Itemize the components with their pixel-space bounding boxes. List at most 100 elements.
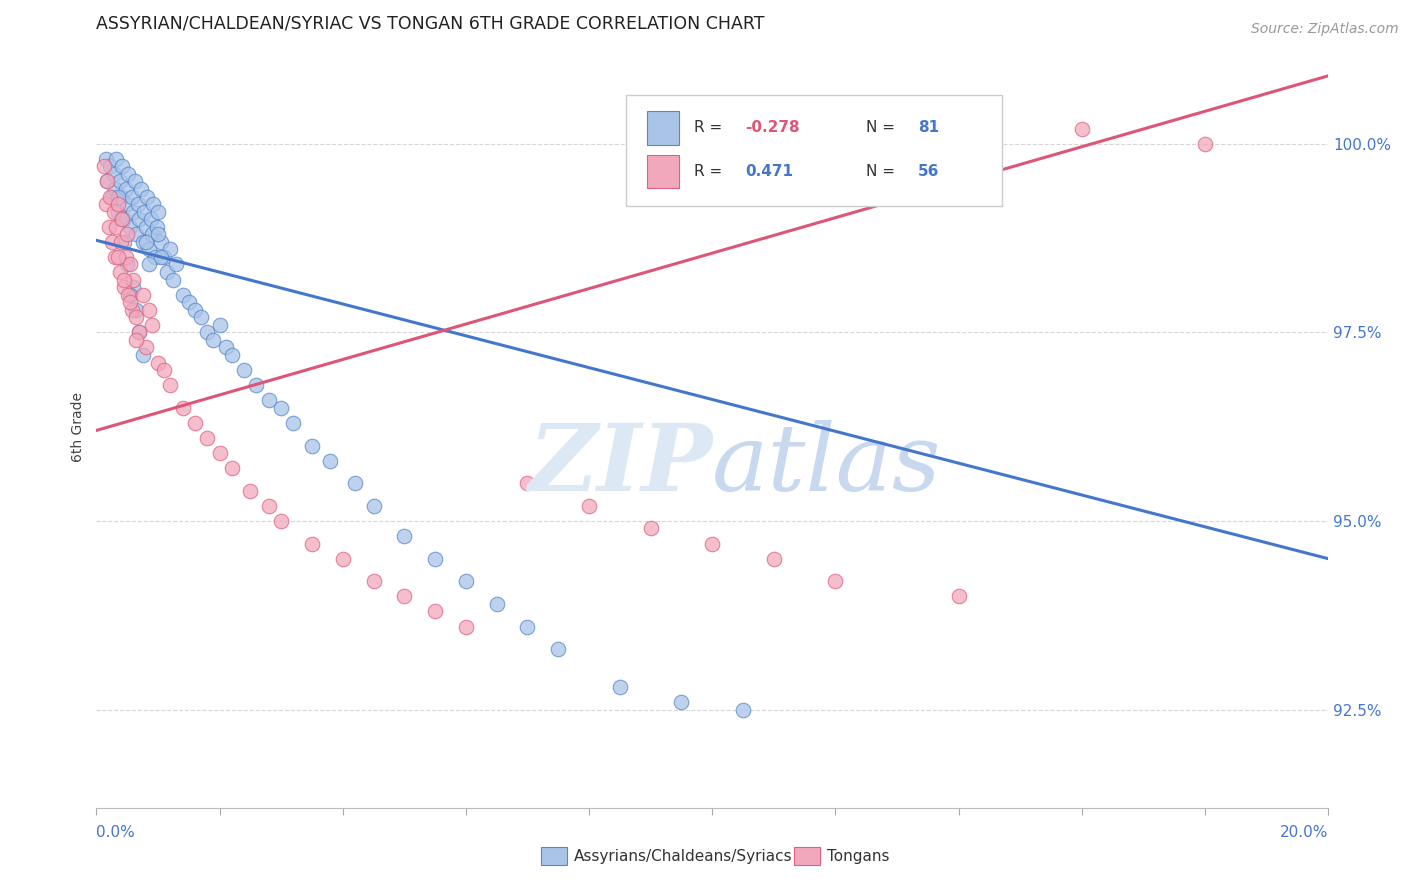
Point <box>110 235 132 249</box>
Point <box>107 250 129 264</box>
Y-axis label: 6th Grade: 6th Grade <box>72 392 86 462</box>
Point <box>93 160 115 174</box>
Point <box>319 453 342 467</box>
Point <box>165 257 187 271</box>
Point <box>107 189 129 203</box>
Point <box>139 212 162 227</box>
Point <box>824 574 846 589</box>
Point <box>221 461 243 475</box>
Point <box>344 476 367 491</box>
Point <box>131 287 153 301</box>
Point <box>332 551 354 566</box>
Point <box>112 235 135 249</box>
Point <box>110 189 132 203</box>
Point <box>138 243 160 257</box>
Point <box>115 257 138 271</box>
Text: -0.278: -0.278 <box>745 120 800 136</box>
Point <box>150 250 173 264</box>
Point <box>195 326 218 340</box>
Point <box>122 280 145 294</box>
Text: Assyrians/Chaldeans/Syriacs: Assyrians/Chaldeans/Syriacs <box>574 849 792 863</box>
Point <box>257 499 280 513</box>
Point <box>159 378 181 392</box>
Point <box>135 340 157 354</box>
Point <box>104 182 127 196</box>
Text: 56: 56 <box>918 164 939 179</box>
Point <box>153 250 176 264</box>
Point <box>150 235 173 249</box>
Point <box>141 227 163 242</box>
Point <box>184 302 207 317</box>
Text: ASSYRIAN/CHALDEAN/SYRIAC VS TONGAN 6TH GRADE CORRELATION CHART: ASSYRIAN/CHALDEAN/SYRIAC VS TONGAN 6TH G… <box>97 15 765 33</box>
Point <box>363 499 385 513</box>
Point <box>121 302 143 317</box>
Point <box>146 204 169 219</box>
Point <box>120 295 142 310</box>
Point <box>128 326 150 340</box>
Point <box>107 197 129 211</box>
Point <box>233 363 256 377</box>
Point <box>115 227 138 242</box>
Point <box>547 642 569 657</box>
Point <box>125 227 148 242</box>
Text: Tongans: Tongans <box>827 849 889 863</box>
Point <box>96 174 118 188</box>
Text: Source: ZipAtlas.com: Source: ZipAtlas.com <box>1251 22 1399 37</box>
Text: N =: N = <box>866 120 900 136</box>
Point <box>671 695 693 709</box>
Point <box>640 521 662 535</box>
Point <box>115 250 138 264</box>
Text: ZIP: ZIP <box>529 420 713 509</box>
Point <box>115 197 138 211</box>
Point <box>301 536 323 550</box>
Point <box>948 590 970 604</box>
Point <box>131 235 153 249</box>
Point <box>239 483 262 498</box>
Point <box>110 212 132 227</box>
Point <box>146 355 169 369</box>
Point <box>195 431 218 445</box>
Point <box>108 174 131 188</box>
Text: N =: N = <box>866 164 900 179</box>
Point <box>208 318 231 332</box>
Point <box>215 340 238 354</box>
Point <box>190 310 212 325</box>
Point <box>141 318 163 332</box>
Point <box>516 619 538 633</box>
Point <box>609 680 631 694</box>
Point <box>245 378 267 392</box>
Point <box>156 265 179 279</box>
Point <box>127 197 149 211</box>
Point <box>731 702 754 716</box>
Point <box>112 280 135 294</box>
Point <box>221 348 243 362</box>
Point <box>208 446 231 460</box>
Point <box>301 438 323 452</box>
Point <box>516 476 538 491</box>
Point <box>202 333 225 347</box>
Point <box>270 514 292 528</box>
Point <box>125 333 148 347</box>
Point <box>131 348 153 362</box>
Point <box>129 182 152 196</box>
Point <box>104 250 127 264</box>
Point <box>485 597 508 611</box>
Point <box>120 257 142 271</box>
Text: R =: R = <box>693 164 727 179</box>
Point <box>105 152 128 166</box>
Point <box>153 363 176 377</box>
Point <box>135 219 157 234</box>
Point <box>124 174 146 188</box>
Point <box>270 401 292 415</box>
Point <box>159 243 181 257</box>
Point <box>120 219 142 234</box>
Point <box>134 204 156 219</box>
Point <box>111 160 134 174</box>
Point <box>184 416 207 430</box>
Point <box>146 227 169 242</box>
Point <box>120 287 142 301</box>
Point <box>103 167 125 181</box>
Text: 0.0%: 0.0% <box>96 825 135 839</box>
Text: atlas: atlas <box>713 420 942 509</box>
Point <box>423 551 446 566</box>
